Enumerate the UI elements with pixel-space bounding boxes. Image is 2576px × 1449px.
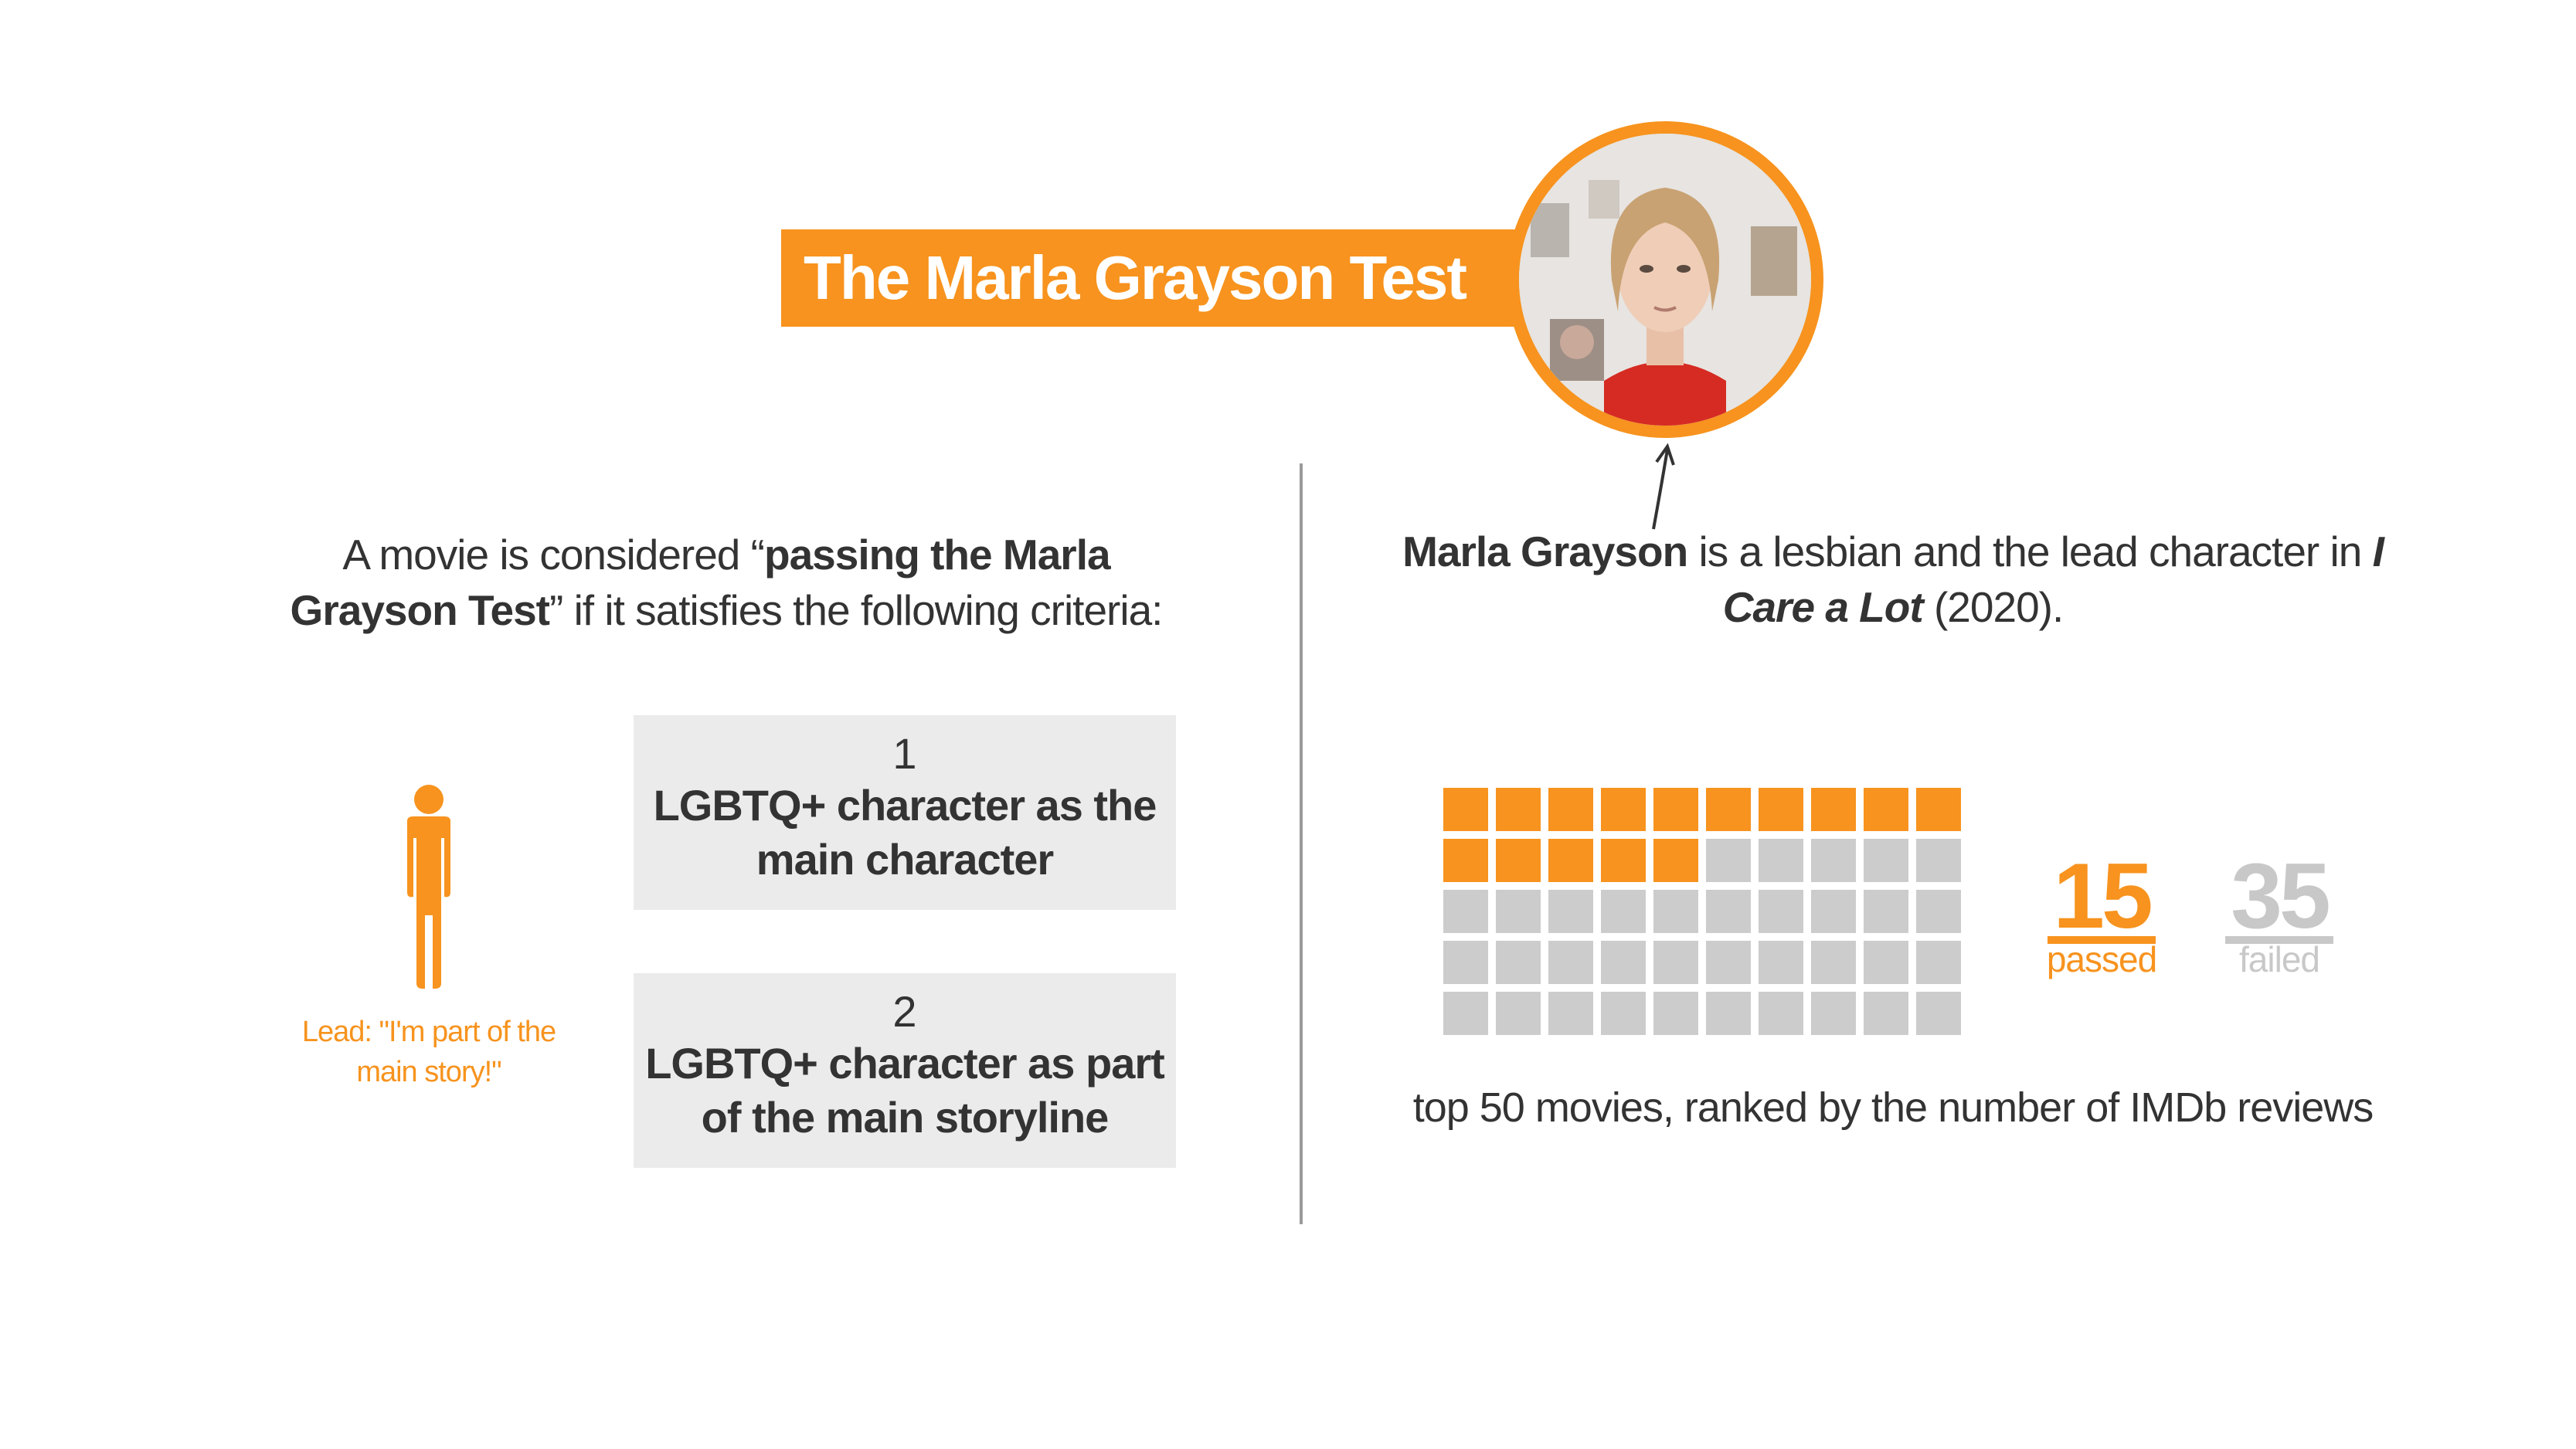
pointer-arrow-icon xyxy=(1652,443,1675,530)
criterion-2: 2 LGBTQ+ character as part of the main s… xyxy=(634,973,1176,1168)
waffle-cell-passed xyxy=(1443,839,1488,882)
waffle-cell-failed xyxy=(1601,890,1646,933)
waffle-cell-passed xyxy=(1653,839,1698,882)
description-year: (2020). xyxy=(1922,583,2064,631)
waffle-cell-failed xyxy=(1548,941,1593,984)
waffle-cell-passed xyxy=(1601,839,1646,882)
waffle-cell-passed xyxy=(1759,788,1803,831)
waffle-cell-failed xyxy=(1706,992,1751,1035)
waffle-cell-failed xyxy=(1864,992,1908,1035)
failed-label: failed xyxy=(2239,939,2320,979)
waffle-cell-failed xyxy=(1916,890,1961,933)
waffle-cell-failed xyxy=(1916,992,1961,1035)
waffle-cell-passed xyxy=(1706,788,1751,831)
failed-underline xyxy=(2225,936,2333,944)
waffle-cell-passed xyxy=(1496,839,1541,882)
person-icon xyxy=(407,785,450,989)
waffle-cell-failed xyxy=(1811,992,1856,1035)
waffle-cell-failed xyxy=(1706,839,1751,882)
waffle-cell-failed xyxy=(1811,890,1856,933)
character-description: Marla Grayson is a lesbian and the lead … xyxy=(1391,524,2395,635)
waffle-cell-passed xyxy=(1548,788,1593,831)
waffle-cell-passed xyxy=(1916,788,1961,831)
waffle-cell-passed xyxy=(1548,839,1593,882)
intro-prefix: A movie is considered “ xyxy=(342,531,765,579)
waffle-cell-failed xyxy=(1443,941,1488,984)
waffle-cell-failed xyxy=(1706,941,1751,984)
waffle-cell-failed xyxy=(1548,992,1593,1035)
criterion-1: 1 LGBTQ+ character as the main character xyxy=(634,715,1176,910)
divider xyxy=(1300,463,1303,1224)
waffle-cell-passed xyxy=(1811,788,1856,831)
page-title: The Marla Grayson Test xyxy=(804,243,1467,312)
criterion-label: LGBTQ+ character as the main character xyxy=(653,781,1157,884)
waffle-cell-failed xyxy=(1443,890,1488,933)
character-name: Marla Grayson xyxy=(1402,528,1688,575)
film-title: I Care a Lot xyxy=(1722,528,2384,631)
test-definition: A movie is considered “passing the Marla… xyxy=(263,527,1190,638)
waffle-cell-failed xyxy=(1864,839,1908,882)
waffle-cell-failed xyxy=(1653,992,1698,1035)
waffle-cell-failed xyxy=(1496,890,1541,933)
waffle-cell-failed xyxy=(1653,890,1698,933)
chart-caption: top 50 movies, ranked by the number of I… xyxy=(1412,1084,2374,1131)
waffle-cell-failed xyxy=(1601,992,1646,1035)
title-banner xyxy=(781,229,1531,327)
waffle-cell-passed xyxy=(1496,788,1541,831)
waffle-cell-failed xyxy=(1653,941,1698,984)
marla-grayson-portrait xyxy=(1519,134,1811,426)
waffle-cell-failed xyxy=(1811,839,1856,882)
waffle-cell-failed xyxy=(1706,890,1751,933)
failed-count: 35 xyxy=(2231,844,2330,948)
waffle-cell-failed xyxy=(1759,890,1803,933)
waffle-cell-passed xyxy=(1601,788,1646,831)
waffle-cell-failed xyxy=(1548,890,1593,933)
waffle-chart xyxy=(1443,788,1969,1043)
waffle-cell-failed xyxy=(1443,992,1488,1035)
waffle-cell-failed xyxy=(1811,941,1856,984)
passed-underline xyxy=(2048,936,2156,944)
description-text: is a lesbian and the lead character in xyxy=(1687,528,2373,575)
criterion-number: 1 xyxy=(892,729,917,778)
waffle-cell-failed xyxy=(1759,992,1803,1035)
waffle-cell-failed xyxy=(1916,839,1961,882)
waffle-cell-failed xyxy=(1864,890,1908,933)
criterion-number: 2 xyxy=(892,987,917,1036)
waffle-cell-failed xyxy=(1864,941,1908,984)
waffle-cell-failed xyxy=(1496,992,1541,1035)
waffle-cell-failed xyxy=(1759,941,1803,984)
intro-bold: passing the Marla Grayson Test xyxy=(290,531,1111,634)
criterion-label: LGBTQ+ character as part of the main sto… xyxy=(645,1039,1165,1142)
intro-suffix: ” if it satisfies the following criteria… xyxy=(549,586,1163,634)
passed-count: 15 xyxy=(2053,844,2153,948)
waffle-cell-passed xyxy=(1864,788,1908,831)
waffle-cell-failed xyxy=(1601,941,1646,984)
waffle-cell-failed xyxy=(1496,941,1541,984)
waffle-cell-failed xyxy=(1759,839,1803,882)
passed-label: passed xyxy=(2046,939,2157,979)
lead-caption: Lead: "I'm part of the main story!" xyxy=(301,1016,556,1088)
waffle-cell-failed xyxy=(1916,941,1961,984)
waffle-cell-passed xyxy=(1443,788,1488,831)
waffle-cell-passed xyxy=(1653,788,1698,831)
